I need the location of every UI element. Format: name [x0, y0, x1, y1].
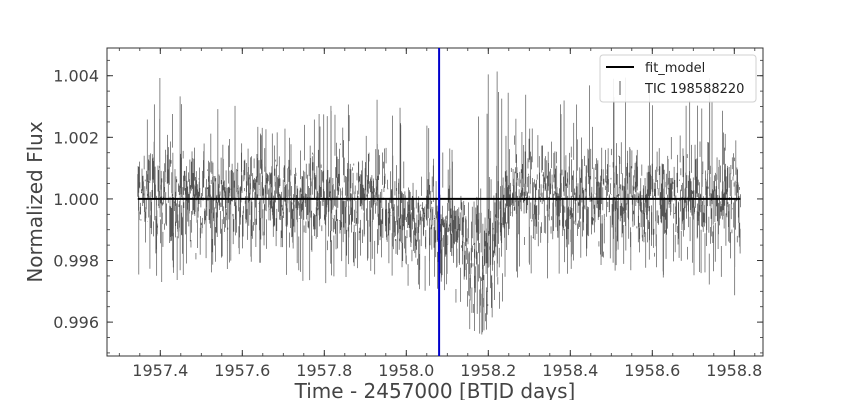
- data-layer: [137, 48, 741, 356]
- y-tick-label: 1.002: [53, 128, 99, 147]
- x-tick-label: 1957.6: [214, 361, 270, 380]
- legend: fit_model TIC 198588220: [599, 54, 757, 103]
- x-tick-label: 1957.8: [296, 361, 352, 380]
- y-axis-label: Normalized Flux: [23, 121, 47, 283]
- x-tick-label: 1958.0: [378, 361, 434, 380]
- ticks-layer: 1957.4 1957.6 1957.8 1958.0 1958.2 1958.4 1958…: [53, 48, 763, 380]
- x-tick-label: 1958.6: [624, 361, 680, 380]
- x-axis-label: Time - 2457000 [BTJD days]: [294, 379, 576, 400]
- y-tick-label: 0.998: [53, 252, 99, 271]
- x-tick-label: 1958.4: [542, 361, 598, 380]
- x-tick-label: 1958.2: [460, 361, 516, 380]
- legend-box: [599, 54, 757, 103]
- legend-fit-model-label: fit_model: [645, 61, 705, 76]
- y-tick-label: 1.004: [53, 67, 99, 86]
- light-curve-series: [137, 71, 741, 335]
- x-tick-label: 1958.8: [706, 361, 762, 380]
- y-tick-label: 1.000: [53, 190, 99, 209]
- legend-tic-label: TIC 198588220: [644, 82, 744, 97]
- y-tick-label: 0.996: [53, 313, 99, 332]
- x-tick-label: 1957.4: [132, 361, 188, 380]
